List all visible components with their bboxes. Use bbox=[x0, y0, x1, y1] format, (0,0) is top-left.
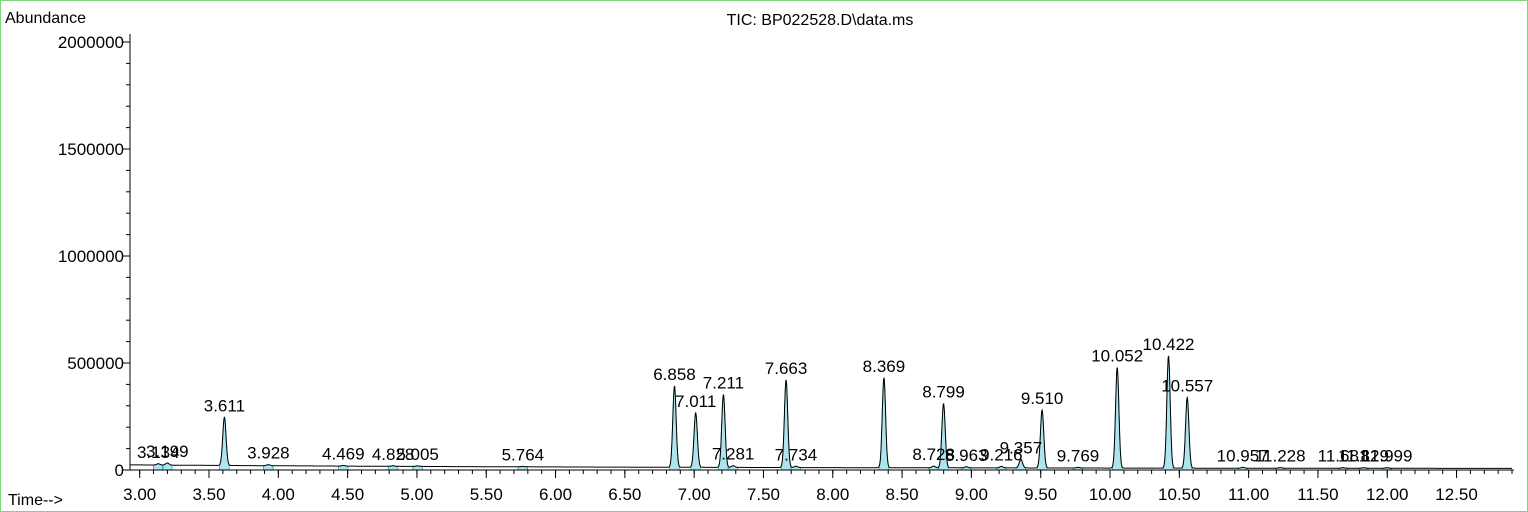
x-tick-label: 12.00 bbox=[1366, 485, 1409, 504]
peak-label-10.957: 10.957 bbox=[1217, 446, 1269, 465]
x-tick-label: 11.00 bbox=[1228, 485, 1269, 504]
x-tick-label: 5.50 bbox=[470, 485, 503, 504]
peak-integration-7.281 bbox=[727, 465, 739, 471]
x-tick-label: 8.00 bbox=[816, 485, 849, 504]
peak-label-10.557: 10.557 bbox=[1161, 377, 1213, 396]
peak-label-6.858: 6.858 bbox=[653, 365, 696, 384]
x-tick-label: 4.50 bbox=[331, 485, 364, 504]
y-tick-label: 0 bbox=[115, 461, 124, 480]
tic-trace-line bbox=[130, 355, 1512, 469]
peak-label-7.663: 7.663 bbox=[765, 359, 808, 378]
peak-label-9.357: 9.357 bbox=[1000, 438, 1043, 457]
y-tick-label: 1500000 bbox=[58, 140, 124, 159]
peak-label-5.005: 5.005 bbox=[396, 445, 439, 464]
peak-label-3.199: 3.199 bbox=[146, 442, 189, 461]
peak-integration-3.199 bbox=[161, 462, 173, 471]
x-tick-label: 12.50 bbox=[1435, 485, 1478, 504]
x-tick-label: 8.50 bbox=[886, 485, 919, 504]
peak-label-9.216: 9.216 bbox=[980, 445, 1023, 464]
peak-label-11.829: 11.829 bbox=[1338, 447, 1389, 466]
peak-label-11.681: 11.681 bbox=[1318, 447, 1369, 466]
peak-label-9.769: 9.769 bbox=[1057, 446, 1100, 465]
peak-label-8.799: 8.799 bbox=[922, 383, 965, 402]
x-tick-label: 9.50 bbox=[1024, 485, 1057, 504]
peak-label-11.999: 11.999 bbox=[1362, 447, 1413, 466]
x-axis-label: Time--> bbox=[8, 492, 63, 509]
peak-label-7.011: 7.011 bbox=[675, 392, 716, 411]
axes: 0 500000 1000000 1500000 2000000 3.00 3.50 4.00… bbox=[58, 33, 1514, 504]
x-tick-label: 6.50 bbox=[608, 485, 641, 504]
peak-label-7.211: 7.211 bbox=[703, 374, 744, 393]
x-tick-label: 10.00 bbox=[1089, 485, 1132, 504]
peak-label-8.963: 8.963 bbox=[945, 446, 988, 465]
x-tick-label: 9.00 bbox=[955, 485, 988, 504]
peak-label-4.828: 4.828 bbox=[372, 445, 415, 464]
peak-label-7.734: 7.734 bbox=[775, 445, 818, 464]
x-tick-label: 3.50 bbox=[192, 485, 225, 504]
peak-label-7.281: 7.281 bbox=[712, 445, 755, 464]
peak-label-9.510: 9.510 bbox=[1021, 389, 1064, 408]
x-tick-label: 6.00 bbox=[539, 485, 572, 504]
x-tick-label: 10.50 bbox=[1158, 485, 1201, 504]
peak-label-4.469: 4.469 bbox=[322, 444, 365, 463]
y-tick-label: 2000000 bbox=[58, 33, 124, 52]
peak-label-3.134: 3.134 bbox=[137, 443, 180, 462]
peak-label-3.611: 3.611 bbox=[204, 396, 245, 415]
peak-label-11.228: 11.228 bbox=[1255, 447, 1306, 466]
tic-trace bbox=[130, 355, 1512, 469]
peak-label-10.422: 10.422 bbox=[1143, 335, 1195, 354]
y-tick-label: 1000000 bbox=[58, 247, 124, 266]
peak-label-8.728: 8.728 bbox=[912, 445, 955, 464]
x-tick-label: 7.00 bbox=[678, 485, 711, 504]
x-tick-label: 5.00 bbox=[400, 485, 433, 504]
x-tick-label: 7.50 bbox=[747, 485, 780, 504]
y-tick-label: 500000 bbox=[67, 354, 124, 373]
y-axis-label: Abundance bbox=[5, 10, 86, 27]
peak-label-10.052: 10.052 bbox=[1091, 346, 1143, 365]
peak-label-3.928: 3.928 bbox=[247, 444, 290, 463]
x-tick-label: 11.50 bbox=[1297, 485, 1338, 504]
x-tick-label: 3.00 bbox=[123, 485, 156, 504]
chart-title: TIC: BP022528.D\data.ms bbox=[727, 12, 914, 29]
peak-label-8.369: 8.369 bbox=[863, 357, 906, 376]
x-tick-label: 4.00 bbox=[262, 485, 295, 504]
peak-label-5.764: 5.764 bbox=[502, 445, 545, 464]
